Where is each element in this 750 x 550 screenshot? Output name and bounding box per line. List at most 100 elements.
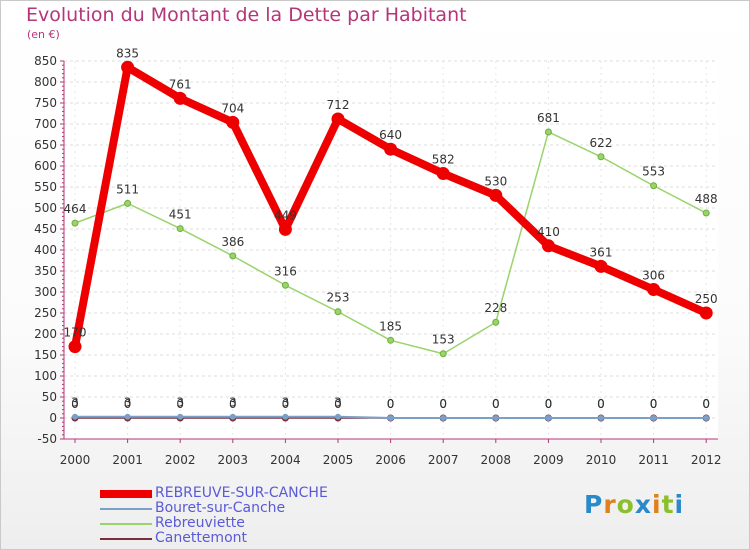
- data-point: [647, 282, 661, 296]
- legend-label: Rebreuviette: [155, 515, 245, 531]
- data-label: 0: [702, 397, 710, 411]
- logo-letter: i: [652, 490, 662, 519]
- y-tick-label: 550: [34, 180, 57, 194]
- data-label: 0: [650, 397, 658, 411]
- legend-swatch: [100, 489, 152, 498]
- data-label: 3: [71, 396, 79, 410]
- data-label: 386: [221, 235, 244, 249]
- chart-title: Evolution du Montant de la Dette par Hab…: [26, 4, 467, 26]
- legend-swatch: [100, 522, 152, 525]
- y-tick-label: 850: [34, 54, 57, 68]
- logo-letter: r: [603, 490, 617, 519]
- legend-swatch: [100, 507, 152, 510]
- data-label: 0: [597, 397, 605, 411]
- data-point: [68, 340, 82, 354]
- x-tick-label: 2005: [323, 453, 354, 467]
- logo-letter: t: [661, 490, 675, 519]
- data-point: [335, 413, 341, 420]
- data-point: [177, 413, 184, 420]
- x-tick-label: 2010: [586, 453, 617, 467]
- data-point: [545, 415, 552, 421]
- data-point: [699, 306, 713, 320]
- y-tick-label: 150: [34, 348, 57, 362]
- data-label: 361: [590, 245, 613, 259]
- y-tick-label: 250: [34, 306, 57, 320]
- data-point: [650, 415, 657, 421]
- data-point: [278, 222, 292, 236]
- data-label: 553: [642, 165, 665, 179]
- x-tick-label: 2006: [375, 453, 406, 467]
- data-label: 0: [439, 397, 447, 411]
- data-label: 0: [597, 397, 605, 411]
- data-point: [439, 350, 447, 358]
- y-tick-label: -50: [37, 432, 57, 446]
- logo-letter: o: [616, 490, 635, 519]
- data-point: [594, 259, 608, 273]
- x-tick-label: 2011: [638, 453, 669, 467]
- data-label: 530: [484, 174, 507, 188]
- x-tick-label: 2000: [60, 453, 91, 467]
- x-tick-label: 2009: [533, 453, 564, 467]
- legend-swatch: [100, 537, 152, 540]
- legend-label: Bouret-sur-Canche: [155, 500, 286, 516]
- x-tick-label: 2007: [428, 453, 459, 467]
- data-point: [331, 112, 345, 126]
- y-tick-label: 100: [34, 369, 57, 383]
- y-tick-label: 450: [34, 222, 57, 236]
- data-point: [384, 142, 398, 156]
- data-label: 228: [484, 301, 507, 315]
- legend-item: Rebreuviette: [100, 516, 328, 531]
- x-tick-label: 2003: [218, 453, 249, 467]
- data-label: 622: [590, 136, 613, 150]
- data-point: [598, 415, 604, 421]
- data-label: 0: [702, 397, 710, 411]
- data-label: 0: [229, 397, 237, 411]
- legend: REBREUVE-SUR-CANCHE Bouret-sur-Canche Rebr…: [100, 486, 328, 546]
- logo-letter: x: [634, 490, 652, 519]
- y-tick-label: 200: [34, 327, 57, 341]
- data-point: [489, 188, 503, 202]
- data-point: [492, 415, 499, 421]
- x-tick-label: 2004: [270, 453, 301, 467]
- data-point: [440, 415, 447, 421]
- data-label: 316: [274, 264, 297, 278]
- data-label: 0: [492, 397, 500, 411]
- data-point: [387, 336, 395, 344]
- data-label: 3: [334, 396, 342, 410]
- data-point: [597, 153, 605, 161]
- legend-item: Canettemont: [100, 531, 328, 546]
- data-point: [282, 413, 289, 420]
- y-tick-label: 50: [42, 390, 57, 404]
- data-point: [436, 167, 450, 181]
- data-point: [650, 182, 658, 190]
- logo-letter: P: [584, 490, 604, 519]
- proxiti-logo: Proxiti: [584, 490, 684, 519]
- data-point: [72, 413, 78, 420]
- data-label: 0: [71, 397, 79, 411]
- data-label: 153: [432, 333, 455, 347]
- legend-label: Canettemont: [155, 530, 247, 546]
- data-label: 0: [124, 397, 132, 411]
- y-tick-label: 750: [34, 96, 57, 110]
- data-label: 0: [387, 397, 395, 411]
- data-point: [124, 199, 132, 207]
- y-tick-label: 300: [34, 285, 57, 299]
- data-point: [229, 252, 237, 260]
- data-point: [541, 239, 555, 253]
- data-label: 464: [64, 202, 87, 216]
- data-label: 488: [695, 192, 718, 206]
- data-label: 582: [432, 153, 455, 167]
- y-tick-label: 800: [34, 75, 57, 89]
- data-point: [176, 225, 184, 233]
- data-label: 3: [229, 396, 237, 410]
- data-point: [71, 219, 79, 227]
- data-point: [703, 415, 710, 421]
- data-label: 410: [537, 225, 560, 239]
- y-tick-label: 650: [34, 138, 57, 152]
- data-point: [544, 128, 552, 136]
- data-point: [702, 209, 710, 217]
- data-label: 0: [545, 397, 553, 411]
- data-point: [124, 413, 131, 420]
- data-label: 835: [116, 46, 139, 60]
- data-label: 0: [334, 397, 342, 411]
